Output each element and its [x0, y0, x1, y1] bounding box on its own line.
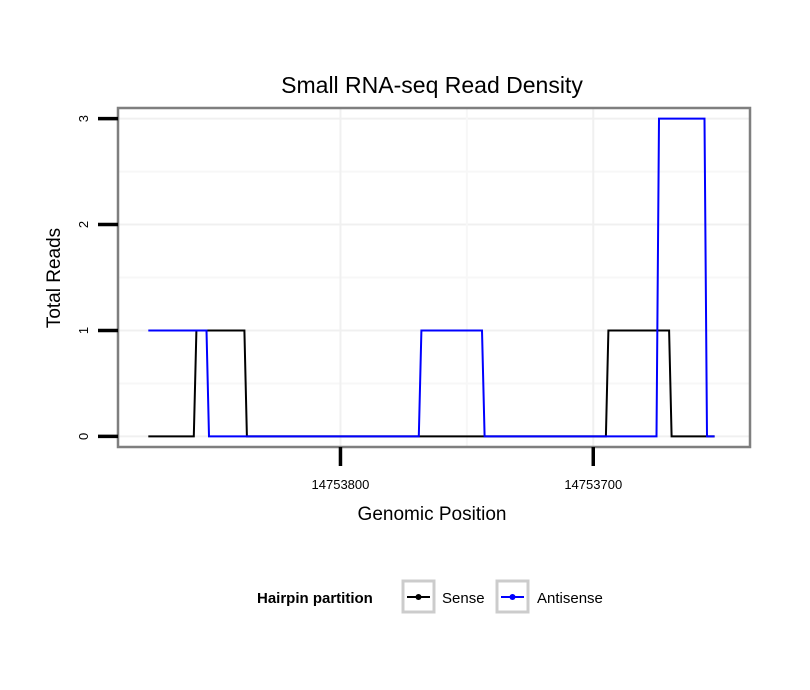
- legend-title: Hairpin partition: [257, 590, 373, 607]
- y-axis: 0 1 2 3: [76, 115, 118, 440]
- y-tick-label-1: 1: [76, 327, 91, 334]
- series-lines: [148, 117, 715, 438]
- plot-panel: [116, 106, 752, 449]
- legend-label-sense: Sense: [442, 590, 485, 607]
- chart-title: Small RNA-seq Read Density: [281, 72, 583, 98]
- y-tick-label-2: 2: [76, 221, 91, 228]
- x-tick-label-14753800: 14753800: [312, 477, 370, 492]
- legend-label-antisense: Antisense: [537, 590, 603, 607]
- series-line-antisense: [148, 117, 715, 438]
- y-axis-title: Total Reads: [44, 228, 65, 328]
- x-axis: 14753800 14753700: [312, 447, 622, 492]
- plot-border: [116, 106, 752, 449]
- x-tick-label-14753700: 14753700: [564, 477, 622, 492]
- legend-item-antisense: Antisense: [495, 579, 603, 614]
- legend-item-sense: Sense: [401, 579, 485, 614]
- legend-marker-sense: [415, 594, 422, 600]
- legend-marker-antisense: [509, 594, 516, 600]
- series-line-sense: [148, 329, 715, 438]
- x-axis-title: Genomic Position: [358, 504, 507, 525]
- legend: Hairpin partition Sense Antisense: [257, 579, 603, 614]
- y-tick-label-3: 3: [76, 115, 91, 122]
- y-tick-label-0: 0: [76, 433, 91, 440]
